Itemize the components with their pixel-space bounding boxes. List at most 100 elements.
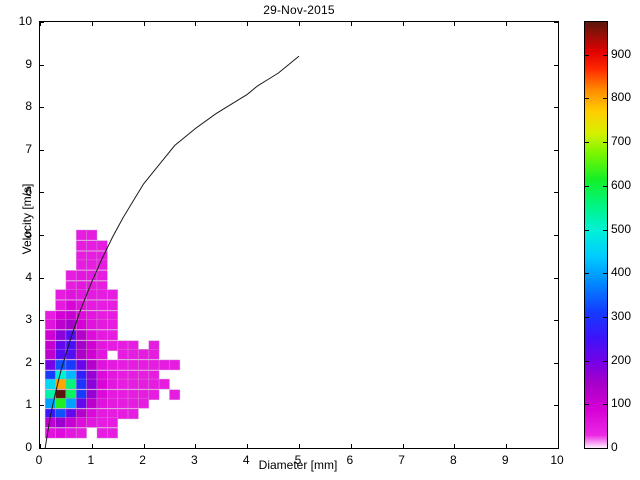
x-tick-mark-top	[506, 21, 508, 26]
colorbar-tick-label: 500	[611, 221, 632, 236]
y-tick-label: 0	[25, 440, 32, 454]
colorbar-tick-label: 400	[611, 265, 632, 280]
y-tick-mark-right	[554, 235, 559, 236]
colorbar-tick-mark-right	[603, 273, 607, 275]
heatmap-cell	[148, 348, 160, 360]
x-tick-label: 0	[35, 453, 43, 467]
y-tick-mark	[39, 235, 44, 236]
x-tick-mark	[558, 444, 559, 449]
x-tick-label: 7	[398, 453, 405, 467]
colorbar-tick-label: 900	[611, 46, 632, 61]
heatmap-cell	[106, 427, 119, 439]
colorbar-tick-mark	[585, 360, 589, 362]
colorbar-tick-mark	[585, 404, 589, 406]
colorbar-tick-mark	[585, 98, 589, 100]
x-tick-mark-top	[454, 21, 456, 26]
y-tick-mark	[39, 448, 44, 449]
heatmap-cell	[106, 329, 119, 341]
page-title: 29-Nov-2015	[263, 3, 335, 17]
colorbar-tick-mark-right	[603, 448, 607, 449]
x-tick-mark-top	[40, 21, 41, 26]
heatmap-cell	[169, 389, 181, 401]
x-tick-mark	[40, 444, 41, 449]
x-tick-mark	[299, 444, 300, 449]
y-tick-mark	[39, 320, 44, 322]
x-tick-mark	[195, 444, 197, 449]
colorbar-tick-mark-right	[603, 54, 607, 56]
colorbar-tick-label: 100	[611, 396, 632, 411]
heatmap-cell	[158, 378, 170, 390]
heatmap-cell	[106, 319, 119, 330]
colorbar-tick-mark-right	[603, 360, 607, 362]
y-tick-mark-right	[554, 448, 559, 449]
plot-axes	[39, 21, 559, 449]
x-tick-mark-top	[195, 21, 197, 26]
colorbar-tick-mark-right	[603, 316, 607, 318]
colorbar-tick-label: 800	[611, 90, 632, 105]
heatmap-cell	[96, 348, 108, 360]
colorbar-gradient	[585, 22, 607, 448]
colorbar-tick-label: 700	[611, 134, 632, 149]
y-tick-label: 1	[25, 397, 32, 412]
colorbar	[584, 21, 608, 449]
y-tick-mark	[39, 22, 44, 23]
x-tick-mark-top	[402, 21, 404, 26]
x-tick-mark-top	[350, 21, 352, 26]
x-tick-label: 10	[550, 453, 564, 467]
x-tick-label: 1	[87, 453, 95, 467]
heatmap-cell	[106, 299, 119, 311]
x-tick-mark-top	[143, 21, 145, 26]
y-tick-mark	[39, 192, 44, 194]
y-tick-label: 4	[25, 269, 32, 284]
y-tick-label: 8	[25, 99, 32, 114]
heatmap-cell	[148, 389, 160, 401]
y-tick-mark-right	[554, 405, 559, 407]
heatmap-cell	[138, 397, 150, 409]
colorbar-tick-mark-right	[603, 98, 607, 100]
y-tick-mark-right	[554, 22, 559, 23]
y-tick-label: 5	[25, 227, 32, 241]
colorbar-tick-mark-right	[603, 185, 607, 187]
y-tick-mark	[39, 149, 44, 151]
x-tick-mark	[402, 444, 404, 449]
x-tick-label: 6	[346, 453, 354, 467]
heatmap-cell	[86, 229, 98, 241]
heatmap-cells-layer	[44, 229, 181, 439]
colorbar-tick-mark	[585, 185, 589, 187]
x-tick-mark-top	[299, 21, 300, 26]
colorbar-tick-mark-right	[603, 229, 607, 231]
colorbar-tick-mark	[585, 273, 589, 275]
x-tick-mark	[247, 444, 249, 449]
colorbar-tick-label: 600	[611, 177, 632, 192]
y-tick-mark	[39, 107, 44, 109]
heatmap-cell	[96, 259, 108, 271]
y-tick-mark-right	[554, 320, 559, 322]
colorbar-tick-mark	[585, 448, 589, 449]
heatmap-cell	[96, 240, 108, 251]
y-tick-mark	[39, 64, 44, 66]
x-tick-label: 8	[450, 453, 457, 467]
y-tick-mark	[39, 405, 44, 407]
x-tick-mark	[506, 444, 508, 449]
y-tick-label: 3	[25, 312, 32, 327]
colorbar-tick-mark	[585, 316, 589, 318]
colorbar-tick-mark-right	[603, 404, 607, 406]
y-tick-mark-right	[554, 277, 559, 279]
x-tick-label: 4	[242, 453, 250, 467]
colorbar-tick-label: 300	[611, 308, 632, 323]
heatmap-cell	[127, 408, 139, 420]
x-tick-label: 2	[139, 453, 146, 467]
plot-canvas	[40, 22, 558, 448]
y-tick-label: 10	[18, 14, 32, 28]
x-tick-label: 3	[191, 453, 198, 467]
colorbar-tick-mark	[585, 229, 589, 231]
x-tick-mark-top	[558, 21, 559, 26]
heatmap-cell	[169, 359, 181, 371]
y-tick-label: 2	[25, 354, 32, 369]
x-tick-mark-top	[247, 21, 249, 26]
x-tick-label: 9	[501, 453, 509, 467]
terminal-velocity-line	[44, 55, 300, 448]
y-tick-mark	[39, 362, 44, 364]
colorbar-tick-mark	[585, 54, 589, 56]
